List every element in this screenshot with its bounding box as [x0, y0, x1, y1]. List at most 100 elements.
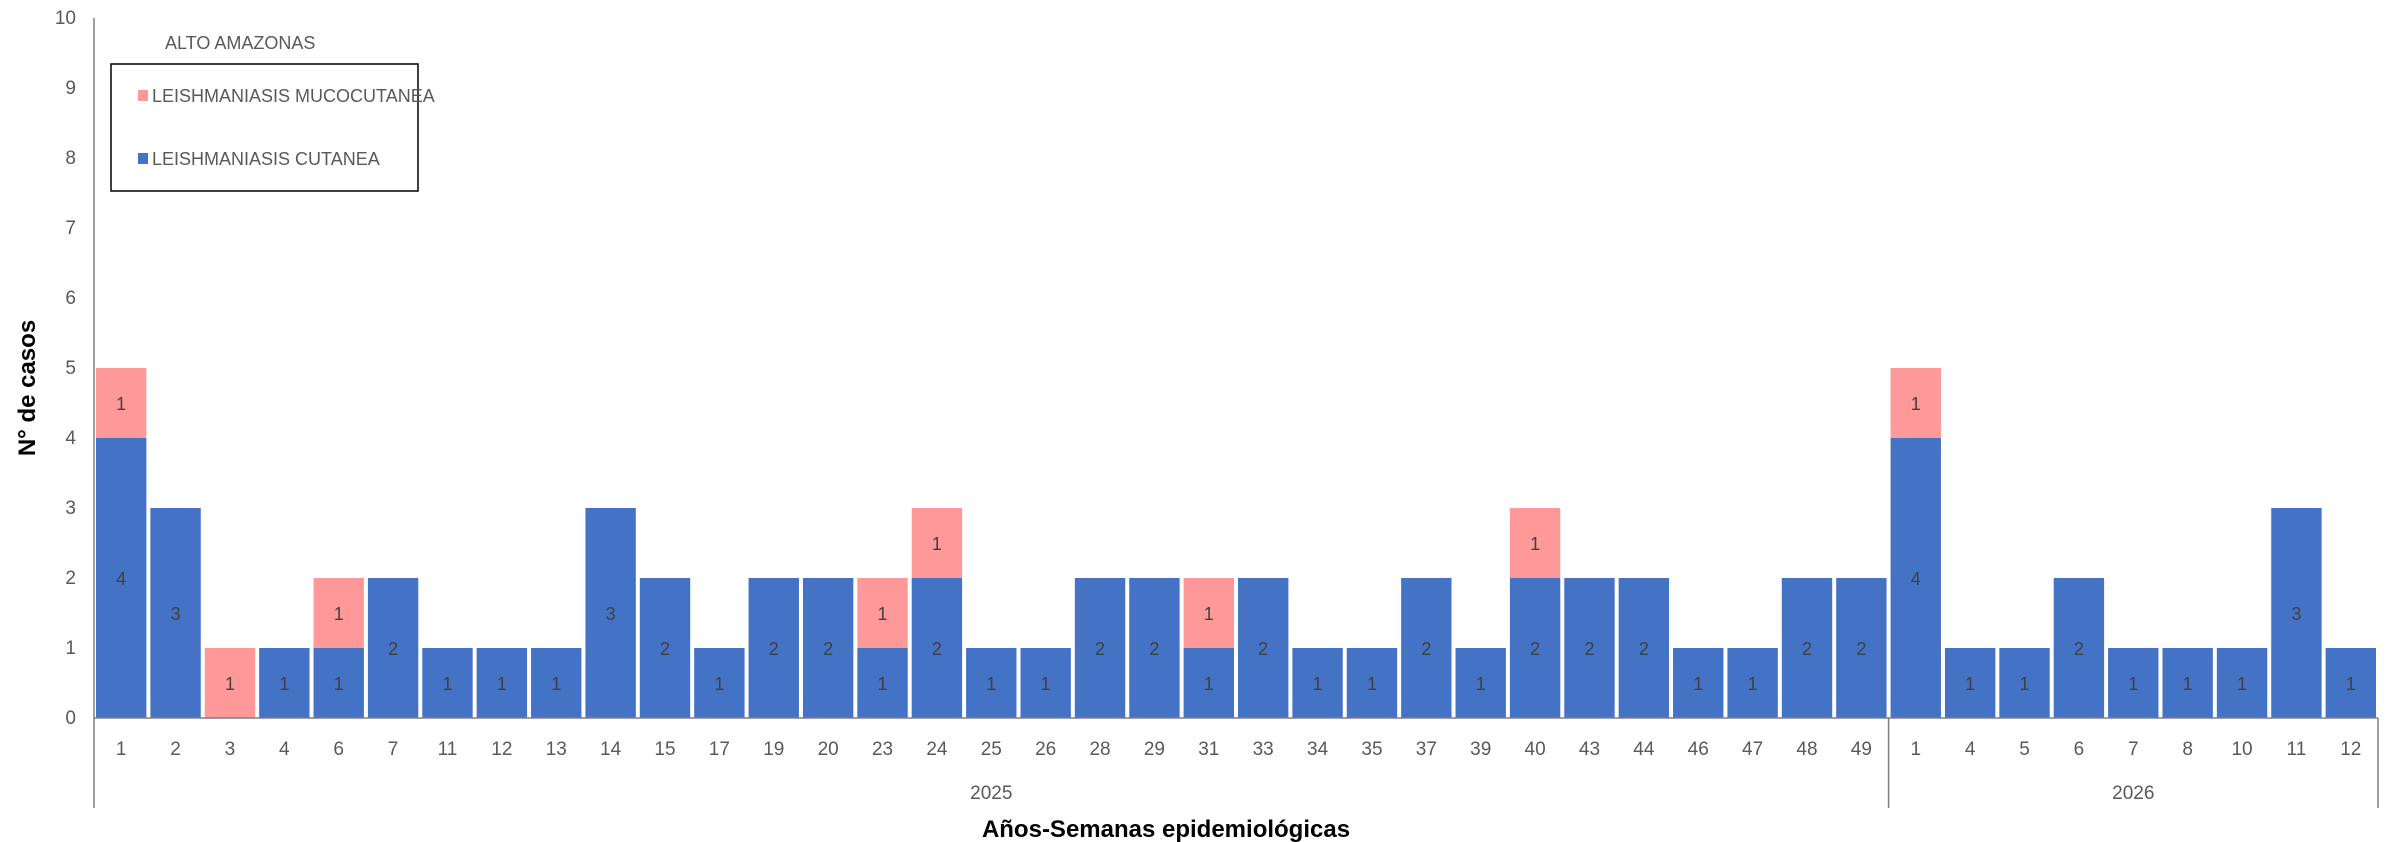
x-tick-label: 20	[818, 739, 839, 760]
bar-cutanea	[2053, 578, 2105, 718]
legend-label-mucocutanea: LEISHMANIASIS MUCOCUTANEA	[152, 86, 435, 106]
data-label-mucocutanea: 1	[1530, 534, 1540, 554]
y-axis-title: N° de casos	[14, 320, 41, 456]
data-label-mucocutanea: 1	[932, 534, 942, 554]
y-axis: 0 1 2 3 4 5 6 7 8 9 10	[55, 8, 95, 729]
data-label-cutanea: 2	[1149, 639, 1159, 659]
bar-cutanea	[1999, 648, 2050, 718]
x-tick-label: 14	[600, 739, 622, 760]
bar-cutanea	[748, 578, 799, 718]
x-tick-label: 13	[546, 739, 567, 760]
bar-mucocutanea	[1890, 368, 1941, 438]
bar-cutanea	[96, 438, 147, 718]
x-tick-label: 15	[654, 739, 675, 760]
bar-cutanea	[1673, 648, 1724, 718]
data-label-cutanea: 2	[660, 639, 670, 659]
data-label-cutanea: 2	[1095, 639, 1105, 659]
bar-cutanea	[1727, 648, 1778, 718]
x-tick-label: 6	[333, 739, 344, 760]
data-label-cutanea: 2	[1258, 639, 1268, 659]
legend-swatch-cutanea	[138, 153, 148, 164]
x-tick-label: 33	[1253, 739, 1274, 760]
data-label-cutanea: 2	[1802, 639, 1812, 659]
data-label-mucocutanea: 1	[1204, 604, 1214, 624]
legend-title: ALTO AMAZONAS	[165, 33, 315, 53]
data-label-mucocutanea: 1	[878, 604, 888, 624]
x-tick-label: 24	[926, 739, 948, 760]
data-label-cutanea: 1	[2346, 674, 2356, 694]
data-label-cutanea: 1	[1748, 674, 1758, 694]
bar-cutanea	[1074, 578, 1126, 718]
data-label-cutanea: 3	[171, 604, 181, 624]
bar-cutanea	[802, 578, 854, 718]
y-tick-label: 8	[65, 148, 76, 169]
bar-cutanea	[1944, 648, 1996, 718]
data-label-cutanea: 2	[823, 639, 833, 659]
x-tick-label: 10	[2231, 739, 2252, 760]
data-label-mucocutanea: 1	[1911, 394, 1921, 414]
y-tick-label: 6	[65, 288, 76, 309]
x-tick-label: 7	[2128, 739, 2139, 760]
x-tick-label: 3	[225, 739, 236, 760]
x-tick-label: 12	[2340, 739, 2361, 760]
bar-cutanea	[1836, 578, 1887, 718]
bar-cutanea	[1890, 438, 1941, 718]
x-tick-label: 7	[388, 739, 399, 760]
bar-cutanea	[1020, 648, 1071, 718]
x-tick-label: 8	[2182, 739, 2193, 760]
x-tick-label: 29	[1144, 739, 1165, 760]
data-label-cutanea: 3	[2291, 604, 2301, 624]
data-label-cutanea: 1	[714, 674, 724, 694]
year-label: 2025	[970, 783, 1012, 804]
x-tick-label: 25	[981, 739, 1002, 760]
bar-cutanea	[313, 648, 364, 718]
bar-cutanea	[1781, 578, 1833, 718]
data-label-cutanea: 1	[1965, 674, 1975, 694]
x-tick-label: 47	[1742, 739, 1763, 760]
bar-mucocutanea	[911, 508, 963, 578]
data-label-cutanea: 1	[2128, 674, 2138, 694]
bar-cutanea	[2325, 648, 2376, 718]
bar-cutanea	[1183, 648, 1234, 718]
x-tick-label: 44	[1633, 739, 1655, 760]
data-label-cutanea: 1	[2020, 674, 2030, 694]
x-tick-label: 43	[1579, 739, 1600, 760]
x-tick-label: 2	[170, 739, 181, 760]
x-axis-title: Años-Semanas epidemiológicas	[982, 816, 1350, 842]
data-label-cutanea: 1	[1693, 674, 1703, 694]
data-label-cutanea: 2	[769, 639, 779, 659]
x-tick-label: 5	[2019, 739, 2030, 760]
data-label-cutanea: 4	[116, 569, 126, 589]
bar-cutanea	[857, 648, 908, 718]
y-tick-label: 9	[65, 78, 76, 99]
data-label-cutanea: 1	[1204, 674, 1214, 694]
bar-cutanea	[367, 578, 419, 718]
data-label-cutanea: 1	[2237, 674, 2247, 694]
bars: 4 1 3 1 1 1 1 2 1 1 1 3 2 1 2 2 1 1 2 1 1 1 2 2 1 1 2 1 1 2 1 2 1 2 2 1 1 2 2 4…	[96, 368, 2376, 718]
bar-cutanea	[966, 648, 1017, 718]
bar-cutanea	[531, 648, 582, 718]
x-tick-label: 6	[2074, 739, 2085, 760]
data-label-cutanea: 1	[2183, 674, 2193, 694]
x-tick-label: 1	[1910, 739, 1921, 760]
y-tick-label: 2	[65, 568, 76, 589]
bar-cutanea	[150, 508, 201, 718]
data-label-cutanea: 1	[1367, 674, 1377, 694]
data-label-cutanea: 1	[1476, 674, 1486, 694]
y-tick-label: 4	[65, 428, 76, 449]
y-tick-label: 5	[65, 358, 76, 379]
legend-swatch-mucocutanea	[138, 90, 148, 101]
x-tick-label: 40	[1525, 739, 1546, 760]
data-label-cutanea: 1	[1041, 674, 1051, 694]
bar-cutanea	[422, 648, 473, 718]
bar-cutanea	[1618, 578, 1670, 718]
x-tick-label: 1	[116, 739, 127, 760]
x-tick-label: 4	[1965, 739, 1976, 760]
data-label-cutanea: 1	[442, 674, 452, 694]
x-tick-label: 48	[1796, 739, 1817, 760]
x-tick-label: 19	[763, 739, 784, 760]
x-axis: 1 2 3 4 6 7 11 12 13 14 15 17 19 20 23 24 25 26 28 29 31 33 34…	[93, 717, 2379, 808]
bar-cutanea	[2162, 648, 2213, 718]
data-label-cutanea: 2	[2074, 639, 2084, 659]
